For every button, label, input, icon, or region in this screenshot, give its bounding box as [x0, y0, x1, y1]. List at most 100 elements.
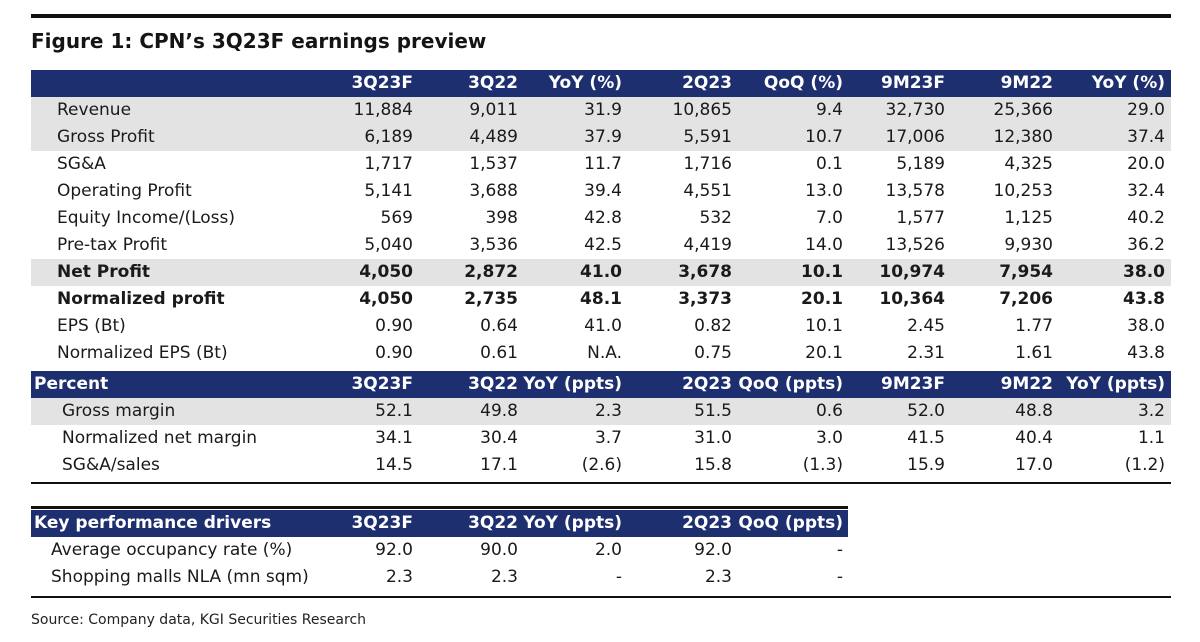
row-label: SG&A	[57, 154, 106, 174]
header-row: Percent 3Q23F 3Q22 YoY (ppts) 2Q23 QoQ (ppts)…	[31, 371, 1171, 398]
value-cell: 9,930	[1004, 235, 1053, 255]
column-header: YoY (%)	[1091, 73, 1165, 93]
column-header: YoY (ppts)	[523, 513, 622, 533]
value-cell: 40.2	[1127, 208, 1165, 228]
value-cell: 9,011	[469, 100, 518, 120]
value-cell: 13,578	[885, 181, 945, 201]
column-header: 3Q22	[468, 73, 518, 93]
value-cell: 12,380	[993, 127, 1053, 147]
table-row: Operating Profit 5,141 3,688 39.4 4,551 13.0 1…	[31, 178, 1171, 205]
value-cell: 29.0	[1127, 100, 1165, 120]
value-cell: 48.8	[1015, 401, 1053, 421]
row-label: Gross Profit	[57, 127, 155, 147]
value-cell: 10.1	[801, 262, 843, 282]
table-row: SG&A 1,717 1,537 11.7 1,716 0.1 5,189 4,325 20.0	[31, 151, 1171, 178]
value-cell: 15.8	[694, 455, 732, 475]
row-label: Normalized EPS (Bt)	[57, 343, 228, 363]
value-cell: 1.77	[1015, 316, 1053, 336]
column-header: QoQ (%)	[763, 73, 843, 93]
value-cell: 52.0	[907, 401, 945, 421]
value-cell: 43.8	[1123, 289, 1165, 309]
row-label: Net Profit	[57, 262, 151, 282]
value-cell: 52.1	[375, 401, 413, 421]
table-row: Gross Profit 6,189 4,489 37.9 5,591 10.7 17,00…	[31, 124, 1171, 151]
value-cell: 32.4	[1127, 181, 1165, 201]
value-cell: 42.5	[584, 235, 622, 255]
column-header: QoQ (ppts)	[738, 374, 843, 394]
table-row: Shopping malls NLA (mn sqm) 2.3 2.3 - 2.3 -	[31, 564, 848, 591]
value-cell: 4,419	[683, 235, 732, 255]
value-cell: 10.1	[805, 316, 843, 336]
column-header: 2Q23	[682, 374, 732, 394]
value-cell: 5,189	[896, 154, 945, 174]
value-cell: 1,537	[469, 154, 518, 174]
table-row: Revenue 11,884 9,011 31.9 10,865 9.4 32,730 25,…	[31, 97, 1171, 124]
row-label: Pre-tax Profit	[57, 235, 168, 255]
value-cell: 15.9	[907, 455, 945, 475]
value-cell: 4,050	[359, 289, 413, 309]
value-cell: 17.0	[1015, 455, 1053, 475]
value-cell: 1,125	[1004, 208, 1053, 228]
value-cell: 7.0	[815, 208, 843, 228]
value-cell: 30.4	[480, 428, 518, 448]
value-cell: 2.0	[594, 540, 622, 560]
column-header: QoQ (ppts)	[738, 513, 843, 533]
header-row: Key performance drivers 3Q23F 3Q22 YoY (ppt…	[31, 510, 848, 537]
column-header: YoY (ppts)	[1066, 374, 1165, 394]
value-cell: 0.1	[815, 154, 843, 174]
value-cell: 7,954	[999, 262, 1053, 282]
row-label: Average occupancy rate (%)	[51, 540, 293, 560]
row-label: Equity Income/(Loss)	[57, 208, 235, 228]
column-header: 9M22	[1000, 374, 1053, 394]
value-cell: 2,735	[464, 289, 518, 309]
value-cell: N.A.	[587, 343, 622, 363]
value-cell: 532	[699, 208, 732, 228]
table-row: Gross margin 52.1 49.8 2.3 51.5 0.6 52.0 48.8 3.…	[31, 398, 1171, 425]
value-cell: 1.61	[1015, 343, 1053, 363]
column-header: 3Q22	[468, 513, 518, 533]
value-cell: -	[836, 540, 843, 560]
value-cell: 0.82	[694, 316, 732, 336]
value-cell: 3,536	[469, 235, 518, 255]
value-cell: 10.7	[805, 127, 843, 147]
value-cell: (1.2)	[1124, 455, 1165, 475]
section-rule	[31, 482, 1171, 484]
column-header: YoY (ppts)	[523, 374, 622, 394]
column-header: 9M22	[1000, 73, 1053, 93]
value-cell: 41.5	[907, 428, 945, 448]
table-row: Net Profit 4,050 2,872 41.0 3,678 10.1 10,974 7…	[31, 259, 1171, 286]
value-cell: 2.45	[907, 316, 945, 336]
value-cell: 3.0	[815, 428, 843, 448]
value-cell: 1,717	[364, 154, 413, 174]
row-label: Revenue	[57, 100, 132, 120]
value-cell: 48.1	[580, 289, 622, 309]
column-header: 3Q23F	[351, 513, 413, 533]
value-cell: 41.0	[580, 262, 622, 282]
row-label: SG&A/sales	[62, 455, 160, 475]
value-cell: 398	[485, 208, 518, 228]
value-cell: 20.1	[805, 343, 843, 363]
value-cell: 3,678	[678, 262, 732, 282]
value-cell: 0.75	[694, 343, 732, 363]
table-row: EPS (Bt) 0.90 0.64 41.0 0.82 10.1 2.45 1.77 38.0	[31, 313, 1171, 340]
value-cell: 20.1	[801, 289, 843, 309]
value-cell: 2.31	[907, 343, 945, 363]
header-row: 3Q23F 3Q22 YoY (%) 2Q23 QoQ (%) 9M23F 9M22 YoY …	[31, 70, 1171, 97]
kpi-top-rule	[31, 506, 848, 509]
value-cell: 2.3	[704, 567, 732, 587]
value-cell: 7,206	[999, 289, 1053, 309]
value-cell: -	[615, 567, 622, 587]
value-cell: 14.0	[805, 235, 843, 255]
value-cell: 25,366	[993, 100, 1053, 120]
value-cell: 3.2	[1137, 401, 1165, 421]
source-note: Source: Company data, KGI Securities Res…	[31, 612, 367, 628]
table-row: Normalized net margin 34.1 30.4 3.7 31.0 3.0 4…	[31, 425, 1171, 452]
column-header: 2Q23	[682, 513, 732, 533]
column-header: 9M23F	[880, 73, 945, 93]
value-cell: 14.5	[375, 455, 413, 475]
figure-title: Figure 1: CPN’s 3Q23F earnings preview	[31, 29, 487, 53]
value-cell: 37.9	[584, 127, 622, 147]
value-cell: 90.0	[480, 540, 518, 560]
value-cell: 92.0	[694, 540, 732, 560]
value-cell: 2.3	[385, 567, 413, 587]
